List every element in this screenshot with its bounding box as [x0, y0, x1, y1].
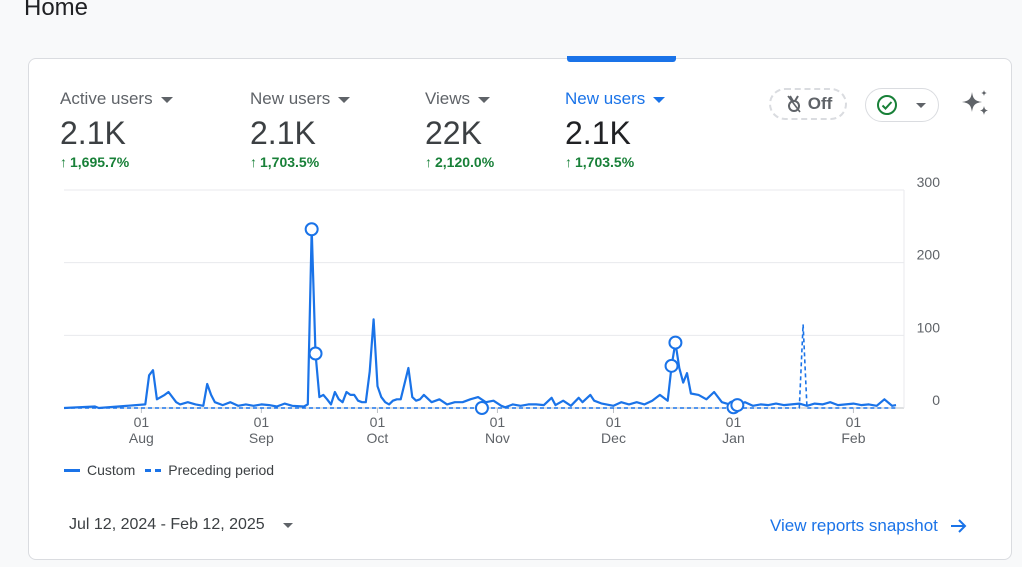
x-tick-day: 01 [846, 414, 862, 430]
x-tick-month: Aug [129, 430, 154, 446]
overview-card [28, 58, 1012, 560]
x-tick-day: 01 [726, 414, 742, 430]
annotation-marker[interactable] [664, 358, 679, 373]
chevron-down-icon[interactable] [160, 97, 173, 103]
legend-swatch-dashed [145, 468, 162, 472]
metric-change-text: 1,703.5% [260, 154, 320, 170]
metric-change: ↑ 1,703.5% [250, 154, 350, 170]
metric-label-text: Active users [60, 89, 153, 108]
metric-change-text: 1,703.5% [575, 154, 635, 170]
x-tick-day: 01 [254, 414, 270, 430]
metric-change-text: 1,695.7% [70, 154, 130, 170]
x-tick-month: Dec [601, 430, 626, 446]
chevron-down-icon [282, 522, 293, 528]
chevron-down-icon[interactable] [478, 97, 491, 103]
metric-label-text: New users [250, 89, 331, 108]
metric-change: ↑ 2,120.0% [425, 154, 494, 170]
metric-change: ↑ 1,703.5% [565, 154, 665, 170]
x-tick-day: 01 [606, 414, 622, 430]
award-icon [787, 95, 801, 113]
annotation-marker[interactable] [304, 222, 319, 237]
metric-label[interactable]: New users [565, 88, 666, 110]
y-tick-label: 300 [917, 174, 941, 190]
annotation-marker[interactable] [308, 346, 323, 361]
x-tick-month: Feb [841, 430, 865, 446]
annotation-markers[interactable] [304, 222, 745, 415]
x-tick-month: Sep [249, 430, 274, 446]
annotation-marker[interactable] [474, 401, 489, 415]
metric-value: 2.1K [565, 115, 631, 151]
view-reports-snapshot-link[interactable]: View reports snapshot [770, 516, 968, 536]
metric-value: 22K [425, 115, 482, 151]
metric-views[interactable]: Views 22K ↑ 2,120.0% [425, 88, 494, 170]
chart-gridlines [64, 189, 905, 409]
off-badge-label: Off [807, 94, 833, 113]
chart-series [63, 228, 897, 410]
chevron-down-icon[interactable] [653, 97, 666, 103]
y-tick-label: 0 [932, 392, 940, 408]
metric-value: 2.1K [250, 115, 316, 151]
arrow-up-icon: ↑ [60, 154, 67, 170]
status-dropdown[interactable] [865, 88, 939, 122]
metric-label-text: New users [565, 89, 646, 108]
x-tick-day: 01 [370, 414, 386, 430]
selected-tab-indicator [567, 56, 676, 62]
x-tick-day: 01 [134, 414, 150, 430]
metric-change-text: 2,120.0% [435, 154, 495, 170]
snapshot-link-text: View reports snapshot [770, 516, 938, 535]
series-line-custom [63, 228, 897, 410]
x-tick-day: 01 [490, 414, 506, 430]
x-tick-month: Oct [367, 430, 389, 446]
x-tick-month: Nov [485, 430, 510, 446]
chart-legend: Custom Preceding period [64, 462, 274, 478]
metric-label[interactable]: Views [425, 88, 494, 110]
sparkle-icon[interactable] [958, 88, 992, 122]
metric-new-users-selected[interactable]: New users 2.1K ↑ 1,703.5% [565, 88, 666, 170]
legend-label: Preceding period [168, 462, 275, 478]
insights-off-toggle[interactable]: Off [769, 88, 847, 120]
page-title: Home [24, 0, 89, 21]
legend-swatch-solid [64, 468, 80, 472]
metric-active-users[interactable]: Active users 2.1K ↑ 1,695.7% [60, 88, 173, 170]
x-tick-month: Jan [722, 430, 745, 446]
date-range-text: Jul 12, 2024 - Feb 12, 2025 [69, 516, 265, 533]
arrow-right-icon [950, 519, 967, 533]
legend-label: Custom [87, 462, 136, 478]
metric-label[interactable]: Active users [60, 88, 173, 110]
metric-change: ↑ 1,695.7% [60, 154, 173, 170]
metric-new-users[interactable]: New users 2.1K ↑ 1,703.5% [250, 88, 351, 170]
chevron-down-icon[interactable] [338, 97, 351, 103]
check-circle-icon [877, 95, 897, 115]
y-axis-ticks: 0 100 200 300 [917, 174, 941, 408]
y-tick-label: 100 [917, 319, 941, 335]
annotation-marker[interactable] [668, 335, 683, 350]
metric-value: 2.1K [60, 115, 126, 151]
metric-label[interactable]: New users [250, 88, 351, 110]
arrow-up-icon: ↑ [425, 154, 432, 170]
y-tick-label: 200 [917, 247, 941, 263]
date-range-selector[interactable]: Jul 12, 2024 - Feb 12, 2025 [69, 516, 293, 534]
legend-item-preceding: Preceding period [145, 462, 274, 478]
chevron-down-icon [916, 102, 926, 108]
legend-item-custom: Custom [64, 462, 135, 478]
annotation-marker[interactable] [730, 398, 745, 413]
arrow-up-icon: ↑ [565, 154, 572, 170]
series-line-preceding-period [64, 323, 896, 409]
metric-label-text: Views [425, 89, 471, 108]
arrow-up-icon: ↑ [250, 154, 257, 170]
